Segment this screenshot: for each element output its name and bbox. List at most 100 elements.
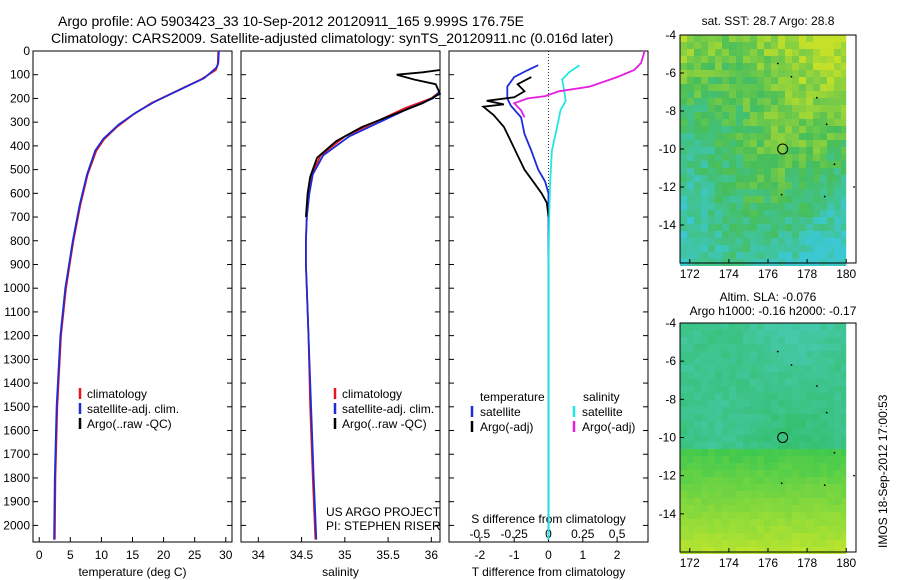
map-cell bbox=[834, 484, 841, 491]
map-cell bbox=[806, 161, 813, 168]
map-cell bbox=[708, 91, 715, 98]
map-cell bbox=[757, 330, 764, 337]
map-cell bbox=[694, 414, 701, 421]
map-island-dot bbox=[815, 385, 818, 387]
map-cell bbox=[743, 526, 750, 533]
map-cell bbox=[743, 351, 750, 358]
map-cell bbox=[722, 386, 729, 393]
map-cell bbox=[827, 519, 834, 526]
map-cell bbox=[680, 505, 687, 512]
map-cell bbox=[778, 231, 785, 238]
map-cell bbox=[736, 203, 743, 210]
map-cell bbox=[813, 463, 820, 470]
map-cell bbox=[813, 491, 820, 498]
map-cell bbox=[729, 203, 736, 210]
map-cell bbox=[785, 498, 792, 505]
map-cell bbox=[785, 126, 792, 133]
map-cell bbox=[813, 365, 820, 372]
map-cell bbox=[680, 414, 687, 421]
map-cell bbox=[820, 498, 827, 505]
map-cell bbox=[792, 463, 799, 470]
map-cell bbox=[806, 386, 813, 393]
map-cell bbox=[715, 252, 722, 259]
map-cell bbox=[799, 119, 806, 126]
map-cell bbox=[736, 463, 743, 470]
map-cell bbox=[729, 484, 736, 491]
map-cell bbox=[771, 547, 778, 554]
map-cell bbox=[827, 330, 834, 337]
map-cell bbox=[757, 238, 764, 245]
map-cell bbox=[813, 400, 820, 407]
map-cell bbox=[778, 49, 785, 56]
map-cell bbox=[708, 407, 715, 414]
map-cell bbox=[827, 512, 834, 519]
map-cell bbox=[750, 112, 757, 119]
map-cell bbox=[701, 547, 708, 554]
series-line-argoadj bbox=[481, 76, 550, 218]
map-cell bbox=[827, 463, 834, 470]
map-cell bbox=[813, 526, 820, 533]
map-cell bbox=[694, 512, 701, 519]
map-cell bbox=[806, 231, 813, 238]
map-cell bbox=[778, 379, 785, 386]
map-cell bbox=[778, 435, 785, 442]
map-cell bbox=[834, 203, 841, 210]
map-cell bbox=[708, 112, 715, 119]
map-cell bbox=[715, 245, 722, 252]
map-cell bbox=[764, 470, 771, 477]
map-cell bbox=[841, 161, 847, 168]
map-cell bbox=[785, 245, 792, 252]
map-cell bbox=[799, 147, 806, 154]
map-cell bbox=[785, 84, 792, 91]
map-cell bbox=[743, 533, 750, 540]
x-tick-label: 20 bbox=[157, 548, 171, 562]
map-cell bbox=[778, 35, 785, 42]
map-cell bbox=[701, 498, 708, 505]
map-cell bbox=[729, 105, 736, 112]
map-cell bbox=[680, 196, 687, 203]
map-cell bbox=[764, 484, 771, 491]
map-cell bbox=[841, 512, 847, 519]
map-cell bbox=[785, 330, 792, 337]
map-cell bbox=[764, 91, 771, 98]
map-cell bbox=[708, 252, 715, 259]
map-cell bbox=[813, 105, 820, 112]
map-cell bbox=[834, 358, 841, 365]
y-tick-label: 300 bbox=[10, 115, 30, 129]
map-cell bbox=[729, 231, 736, 238]
map-island-dot bbox=[833, 451, 836, 454]
map-cell bbox=[680, 547, 687, 554]
map-cell bbox=[743, 35, 750, 42]
map-cell bbox=[827, 526, 834, 533]
map-cell bbox=[750, 35, 757, 42]
map-cell bbox=[799, 393, 806, 400]
map-cell bbox=[715, 147, 722, 154]
map-cell bbox=[785, 344, 792, 351]
map-cell bbox=[722, 252, 729, 259]
map-cell bbox=[680, 498, 687, 505]
map-cell bbox=[799, 196, 806, 203]
map-cell bbox=[729, 84, 736, 91]
map-cell bbox=[813, 196, 820, 203]
map-cell bbox=[841, 358, 847, 365]
map-cell bbox=[806, 147, 813, 154]
map-cell bbox=[757, 161, 764, 168]
map-cell bbox=[785, 133, 792, 140]
map-cell bbox=[771, 133, 778, 140]
map-cell bbox=[785, 154, 792, 161]
map-cell bbox=[687, 330, 694, 337]
map-cell bbox=[813, 379, 820, 386]
map-cell bbox=[694, 393, 701, 400]
map-cell bbox=[771, 533, 778, 540]
map-cell bbox=[708, 245, 715, 252]
map-cell bbox=[729, 470, 736, 477]
map-cell bbox=[708, 372, 715, 379]
map-cell bbox=[757, 210, 764, 217]
map-cell bbox=[806, 400, 813, 407]
map-cell bbox=[827, 470, 834, 477]
map-cell bbox=[729, 456, 736, 463]
map-cell bbox=[820, 379, 827, 386]
map-cell bbox=[834, 140, 841, 147]
map-cell bbox=[715, 98, 722, 105]
map-cell bbox=[722, 484, 729, 491]
